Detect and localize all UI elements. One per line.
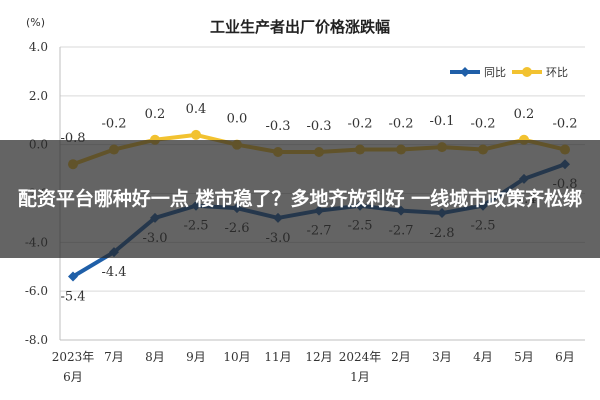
y-tick-label: -8.0 xyxy=(25,333,48,347)
x-tick-label: 6月 xyxy=(63,370,83,384)
chart-title: 工业生产者出厂价格涨跌幅 xyxy=(210,18,390,36)
y-tick-label: 2.0 xyxy=(29,89,48,103)
y-tick-label: -6.0 xyxy=(25,284,48,298)
data-label: -0.3 xyxy=(265,119,290,134)
data-label: -4.4 xyxy=(101,265,126,280)
data-label: -0.2 xyxy=(470,117,495,132)
x-tick-label: 9月 xyxy=(186,350,206,364)
x-tick-label: 1月 xyxy=(350,370,370,384)
data-label: -0.2 xyxy=(388,117,413,132)
data-label: -0.2 xyxy=(552,117,577,132)
x-tick-label: 2月 xyxy=(391,350,411,364)
legend-label: 环比 xyxy=(546,66,568,79)
legend: 同比 环比 xyxy=(450,66,568,79)
data-label: -5.4 xyxy=(60,290,85,305)
x-tick-label: 12月 xyxy=(305,350,332,364)
headline-text[interactable]: 配资平台哪种好一点 楼市稳了？多地齐放利好 一线城市政策齐松绑 xyxy=(17,188,583,210)
x-tick-label: 2023年 xyxy=(52,350,95,364)
x-tick-label: 5月 xyxy=(514,350,534,364)
x-tick-label: 6月 xyxy=(555,350,575,364)
x-tick-label: 4月 xyxy=(473,350,493,364)
legend-label: 同比 xyxy=(484,66,506,79)
data-label: -0.2 xyxy=(347,117,372,132)
x-tick-label: 2024年 xyxy=(339,350,382,364)
x-tick-label: 7月 xyxy=(104,350,124,364)
legend-marker xyxy=(460,67,470,77)
data-label: -0.1 xyxy=(429,114,454,129)
x-tick-label: 10月 xyxy=(223,350,250,364)
x-tick-label: 11月 xyxy=(264,350,291,364)
legend-marker xyxy=(522,67,532,77)
data-point-mom xyxy=(191,129,201,140)
headline-banner[interactable]: 配资平台哪种好一点 楼市稳了？多地齐放利好 一线城市政策齐松绑 xyxy=(0,140,600,258)
data-label: 0.0 xyxy=(227,112,248,127)
data-label: -0.3 xyxy=(306,119,331,134)
data-label: 0.2 xyxy=(145,107,166,122)
data-label: 0.2 xyxy=(514,107,535,122)
data-label: -0.2 xyxy=(101,117,126,132)
data-point-yoy xyxy=(68,271,78,282)
x-tick-label: 3月 xyxy=(432,350,452,364)
data-label: 0.4 xyxy=(186,102,207,117)
y-tick-label: 4.0 xyxy=(29,40,48,54)
y-axis-unit: (%) xyxy=(26,16,45,29)
x-tick-label: 8月 xyxy=(145,350,165,364)
